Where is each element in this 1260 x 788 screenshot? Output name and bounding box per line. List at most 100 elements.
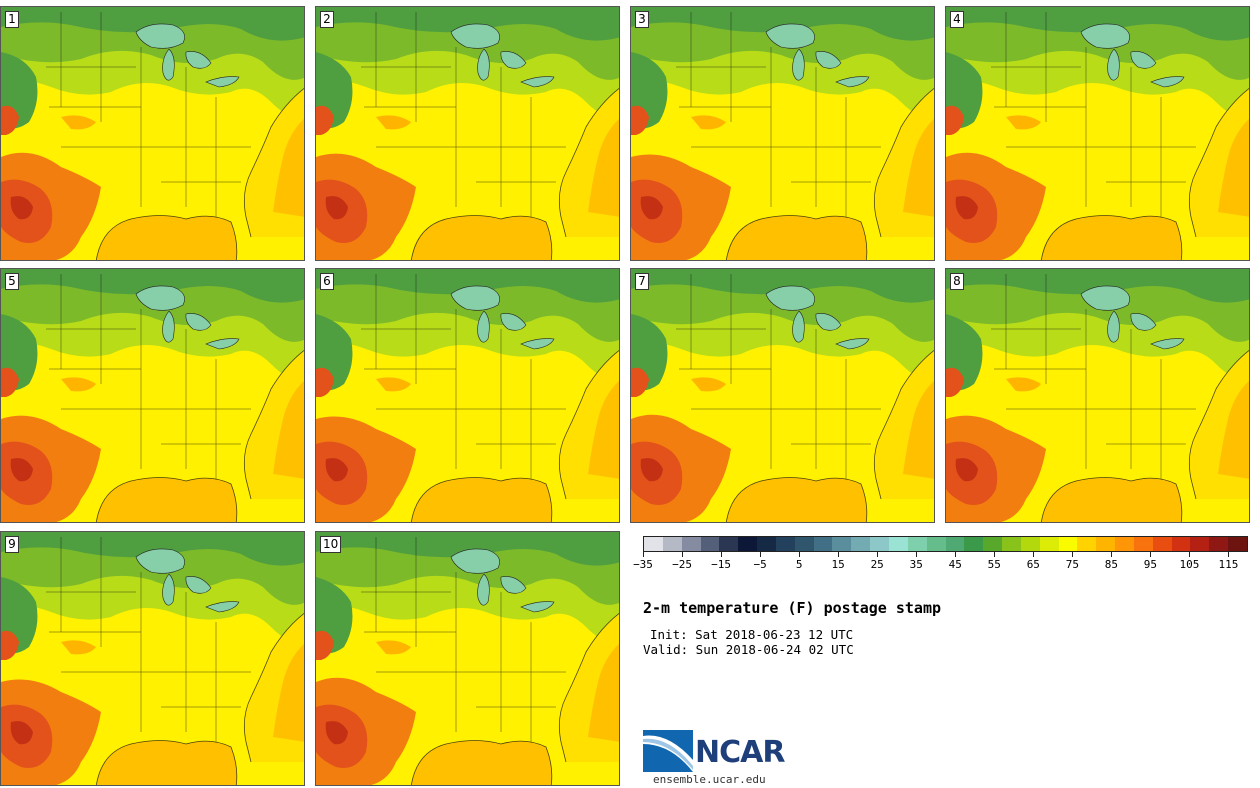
colorbar-swatch bbox=[1058, 537, 1078, 551]
colorbar-swatch bbox=[1002, 537, 1021, 551]
colorbar-swatch bbox=[1209, 537, 1229, 551]
colorbar-tick-label: 105 bbox=[1179, 558, 1200, 571]
colorbar-swatch bbox=[662, 537, 682, 551]
colorbar-swatch bbox=[1152, 537, 1172, 551]
colorbar-swatch bbox=[681, 537, 701, 551]
colorbar-swatch bbox=[1039, 537, 1059, 551]
colorbar-swatch bbox=[700, 537, 720, 551]
colorbar-tick-label: 5 bbox=[795, 558, 803, 571]
colorbar-tick-label: −35 bbox=[633, 558, 653, 571]
colorbar-swatch bbox=[907, 537, 927, 551]
logo-url: ensemble.ucar.edu bbox=[653, 773, 766, 786]
colorbar-tick bbox=[1111, 552, 1113, 557]
colorbar-tick-label: 15 bbox=[831, 558, 845, 571]
member-label: 1 bbox=[5, 11, 19, 28]
member-panel: 9 bbox=[0, 531, 305, 786]
colorbar-tick bbox=[799, 552, 801, 557]
member-panel: 4 bbox=[945, 6, 1250, 261]
colorbar-tick bbox=[916, 552, 918, 557]
colorbar-tick-label: −25 bbox=[672, 558, 692, 571]
ncar-logo: NCAR bbox=[643, 730, 793, 775]
temperature-map bbox=[946, 269, 1249, 522]
colorbar-swatch bbox=[926, 537, 946, 551]
colorbar-swatch bbox=[851, 537, 871, 551]
colorbar-swatch bbox=[738, 537, 758, 551]
temperature-map bbox=[631, 269, 934, 522]
figure-title: 2-m temperature (F) postage stamp bbox=[643, 599, 942, 617]
colorbar-swatch bbox=[888, 537, 908, 551]
colorbar-swatch bbox=[1190, 537, 1210, 551]
member-label: 8 bbox=[950, 273, 964, 290]
colorbar-tick bbox=[994, 552, 996, 557]
member-label: 4 bbox=[950, 11, 964, 28]
colorbar-swatch bbox=[1077, 537, 1097, 551]
member-panel: 8 bbox=[945, 268, 1250, 523]
colorbar-swatch bbox=[719, 537, 739, 551]
colorbar-swatch bbox=[1133, 537, 1153, 551]
colorbar-tick bbox=[838, 552, 840, 557]
member-panel: 5 bbox=[0, 268, 305, 523]
colorbar-tick-label: 75 bbox=[1065, 558, 1079, 571]
colorbar-swatch bbox=[945, 537, 965, 551]
colorbar bbox=[643, 536, 1248, 552]
colorbar-swatch bbox=[964, 537, 984, 551]
colorbar-swatch bbox=[1096, 537, 1116, 551]
member-panel: 7 bbox=[630, 268, 935, 523]
colorbar-swatch bbox=[832, 537, 852, 551]
member-label: 5 bbox=[5, 273, 19, 290]
temperature-map bbox=[316, 269, 619, 522]
colorbar-swatch bbox=[1171, 537, 1191, 551]
member-label: 2 bbox=[320, 11, 334, 28]
member-panel: 10 bbox=[315, 531, 620, 786]
colorbar-tick bbox=[1228, 552, 1230, 557]
colorbar-tick bbox=[1189, 552, 1191, 557]
colorbar-tick-label: 115 bbox=[1218, 558, 1239, 571]
member-label: 10 bbox=[320, 536, 342, 553]
member-panel: 3 bbox=[630, 6, 935, 261]
colorbar-swatch bbox=[813, 537, 833, 551]
colorbar-tick-label: −15 bbox=[711, 558, 731, 571]
temperature-map bbox=[946, 7, 1249, 260]
ncar-logo-mark-icon bbox=[643, 730, 693, 772]
member-label: 3 bbox=[635, 11, 649, 28]
colorbar-swatch bbox=[775, 537, 795, 551]
colorbar-tick bbox=[955, 552, 957, 557]
colorbar-swatch bbox=[983, 537, 1003, 551]
colorbar-tick-label: −5 bbox=[753, 558, 767, 571]
colorbar-tick bbox=[721, 552, 723, 557]
ncar-logo-text: NCAR bbox=[695, 735, 785, 770]
colorbar-tick bbox=[1072, 552, 1074, 557]
colorbar-ticks: −35 −25 −15 −5 5 15 25 35 45 55 65 75 85 95 105 115 bbox=[633, 552, 1248, 572]
colorbar-tick-label: 65 bbox=[1026, 558, 1040, 571]
temperature-map bbox=[316, 532, 619, 785]
temperature-map bbox=[1, 7, 304, 260]
colorbar-swatch bbox=[1228, 537, 1247, 551]
temperature-map bbox=[316, 7, 619, 260]
colorbar-tick-label: 85 bbox=[1104, 558, 1118, 571]
member-label: 9 bbox=[5, 536, 19, 553]
colorbar-tick bbox=[682, 552, 684, 557]
colorbar-tick bbox=[1033, 552, 1035, 557]
colorbar-swatch bbox=[794, 537, 814, 551]
colorbar-tick-label: 35 bbox=[909, 558, 923, 571]
member-panel: 1 bbox=[0, 6, 305, 261]
colorbar-swatch bbox=[1115, 537, 1134, 551]
colorbar-swatch bbox=[870, 537, 889, 551]
member-label: 7 bbox=[635, 273, 649, 290]
member-label: 6 bbox=[320, 273, 334, 290]
colorbar-swatch bbox=[757, 537, 776, 551]
colorbar-tick bbox=[877, 552, 879, 557]
colorbar-swatch bbox=[644, 537, 663, 551]
colorbar-tick bbox=[643, 552, 644, 557]
colorbar-tick-label: 45 bbox=[948, 558, 962, 571]
init-time: Init: Sat 2018-06-23 12 UTC bbox=[650, 627, 854, 642]
member-panel: 2 bbox=[315, 6, 620, 261]
colorbar-tick-label: 55 bbox=[987, 558, 1001, 571]
valid-time: Valid: Sun 2018-06-24 02 UTC bbox=[643, 642, 854, 657]
colorbar-tick bbox=[760, 552, 762, 557]
temperature-map bbox=[1, 269, 304, 522]
colorbar-tick-label: 25 bbox=[870, 558, 884, 571]
temperature-map bbox=[1, 532, 304, 785]
colorbar-swatch bbox=[1020, 537, 1040, 551]
colorbar-tick-label: 95 bbox=[1143, 558, 1158, 571]
